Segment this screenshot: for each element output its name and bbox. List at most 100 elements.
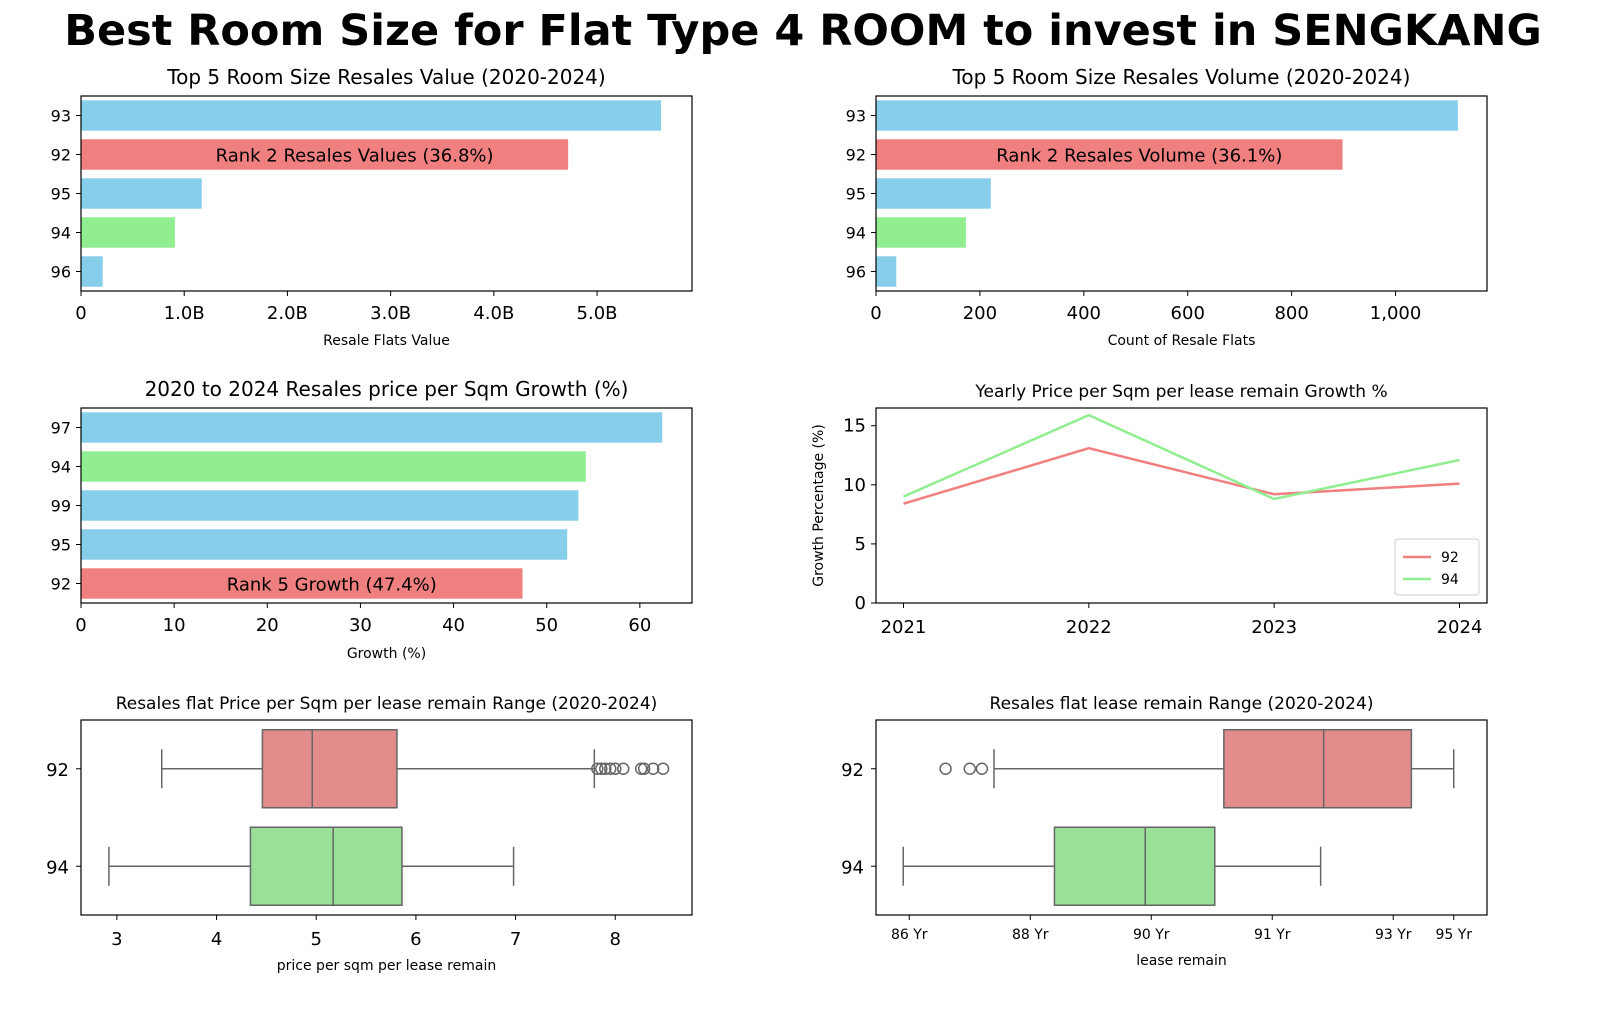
y-tick-label: 94 <box>51 224 71 243</box>
chart-title: Top 5 Room Size Resales Volume (2020-202… <box>952 65 1411 89</box>
axes-frame <box>875 95 1488 292</box>
box-92 <box>261 729 398 809</box>
outlier-point <box>599 762 612 775</box>
y-tick-label: 94 <box>51 458 71 477</box>
outlier-point <box>616 762 630 775</box>
y-tick-label: 95 <box>51 185 71 204</box>
bar-92 <box>81 139 569 170</box>
x-axis-label: Resale Flats Value <box>323 333 450 349</box>
x-tick-label: 6 <box>410 929 421 950</box>
bar-93 <box>876 100 1458 131</box>
x-axis-label: Growth (%) <box>347 646 426 662</box>
x-tick-label: 2024 <box>1437 617 1483 638</box>
outlier-point <box>591 762 604 775</box>
x-tick-label: 4 <box>211 929 222 950</box>
x-tick-label: 1.0B <box>164 303 205 324</box>
outlier-point <box>595 762 608 775</box>
y-tick-label: 95 <box>846 185 866 204</box>
y-tick-label: 99 <box>51 497 71 516</box>
x-tick-label: 88 Yr <box>1012 927 1049 943</box>
x-axis-label: lease remain <box>1136 953 1226 969</box>
chart-title: Top 5 Room Size Resales Value (2020-2024… <box>166 65 605 89</box>
x-tick-label: 40 <box>442 615 465 636</box>
bar-93 <box>81 100 662 131</box>
x-tick-label: 2022 <box>1066 617 1112 638</box>
x-tick-label: 30 <box>349 615 372 636</box>
axes-frame <box>875 407 1488 604</box>
legend-box <box>1394 538 1480 596</box>
y-tick-label: 97 <box>51 419 71 438</box>
y-tick-label: 15 <box>843 416 866 437</box>
x-tick-label: 7 <box>510 929 521 950</box>
x-tick-label: 95 Yr <box>1435 927 1472 943</box>
bar-95 <box>81 529 568 560</box>
box-94 <box>1053 826 1216 906</box>
legend-label: 92 <box>1441 550 1459 566</box>
x-tick-label: 50 <box>535 615 558 636</box>
y-tick-label: 92 <box>846 146 866 165</box>
bar-92 <box>876 139 1343 170</box>
line-series-94 <box>902 413 1460 501</box>
y-tick-label: 93 <box>51 107 71 126</box>
x-tick-label: 5 <box>311 929 322 950</box>
x-tick-label: 60 <box>628 615 651 636</box>
axes-frame <box>875 719 1488 916</box>
outlier-point <box>637 762 651 775</box>
x-tick-label: 800 <box>1274 303 1308 324</box>
x-tick-label: 90 Yr <box>1133 927 1170 943</box>
outlier-point <box>656 762 670 775</box>
figure-title: Best Room Size for Flat Type 4 ROOM to i… <box>64 6 1542 56</box>
y-tick-label: 94 <box>846 224 866 243</box>
x-tick-label: 5.0B <box>577 303 618 324</box>
axes-frame <box>80 95 693 292</box>
x-tick-label: 8 <box>610 929 621 950</box>
bar-92 <box>81 568 523 599</box>
bar-annotation: Rank 5 Growth (47.4%) <box>227 575 437 596</box>
x-tick-label: 4.0B <box>473 303 514 324</box>
x-axis-label: Count of Resale Flats <box>1108 333 1256 349</box>
y-tick-label: 92 <box>46 760 69 781</box>
bar-95 <box>81 178 202 209</box>
axes-frame <box>80 719 693 916</box>
y-tick-label: 5 <box>855 534 866 555</box>
outlier-point <box>609 762 622 775</box>
outlier-point <box>646 762 660 775</box>
outlier-point <box>604 762 617 775</box>
outlier-point <box>634 762 648 775</box>
bar-94 <box>81 451 586 482</box>
bar-annotation: Rank 2 Resales Values (36.8%) <box>216 146 494 167</box>
bar-96 <box>81 256 103 287</box>
x-tick-label: 2021 <box>881 617 927 638</box>
x-tick-label: 400 <box>1067 303 1101 324</box>
x-tick-label: 93 Yr <box>1375 927 1412 943</box>
bar-96 <box>876 256 897 287</box>
outlier-point <box>975 762 989 775</box>
box-92 <box>1223 729 1413 809</box>
bar-94 <box>876 217 966 248</box>
y-tick-label: 0 <box>855 593 866 614</box>
legend-label: 94 <box>1441 572 1459 588</box>
x-axis-label: price per sqm per lease remain <box>277 958 496 974</box>
outlier-point <box>963 762 977 775</box>
x-tick-label: 600 <box>1171 303 1205 324</box>
x-tick-label: 0 <box>870 303 881 324</box>
y-tick-label: 92 <box>51 146 71 165</box>
y-tick-label: 92 <box>51 575 71 594</box>
x-tick-label: 91 Yr <box>1254 927 1291 943</box>
bar-annotation: Rank 2 Resales Volume (36.1%) <box>996 146 1282 167</box>
x-tick-label: 3.0B <box>370 303 411 324</box>
x-tick-label: 0 <box>75 303 86 324</box>
chart-title: 2020 to 2024 Resales price per Sqm Growt… <box>145 377 629 401</box>
x-tick-label: 2023 <box>1251 617 1297 638</box>
y-axis-label: Growth Percentage (%) <box>811 424 827 587</box>
bar-99 <box>81 490 579 521</box>
line-series-92 <box>903 446 1460 505</box>
y-tick-label: 93 <box>846 107 866 126</box>
y-tick-label: 96 <box>846 263 866 282</box>
x-tick-label: 20 <box>256 615 279 636</box>
chart-title: Resales flat Price per Sqm per lease rem… <box>116 694 658 714</box>
axes-frame <box>80 407 693 604</box>
bar-94 <box>81 217 175 248</box>
